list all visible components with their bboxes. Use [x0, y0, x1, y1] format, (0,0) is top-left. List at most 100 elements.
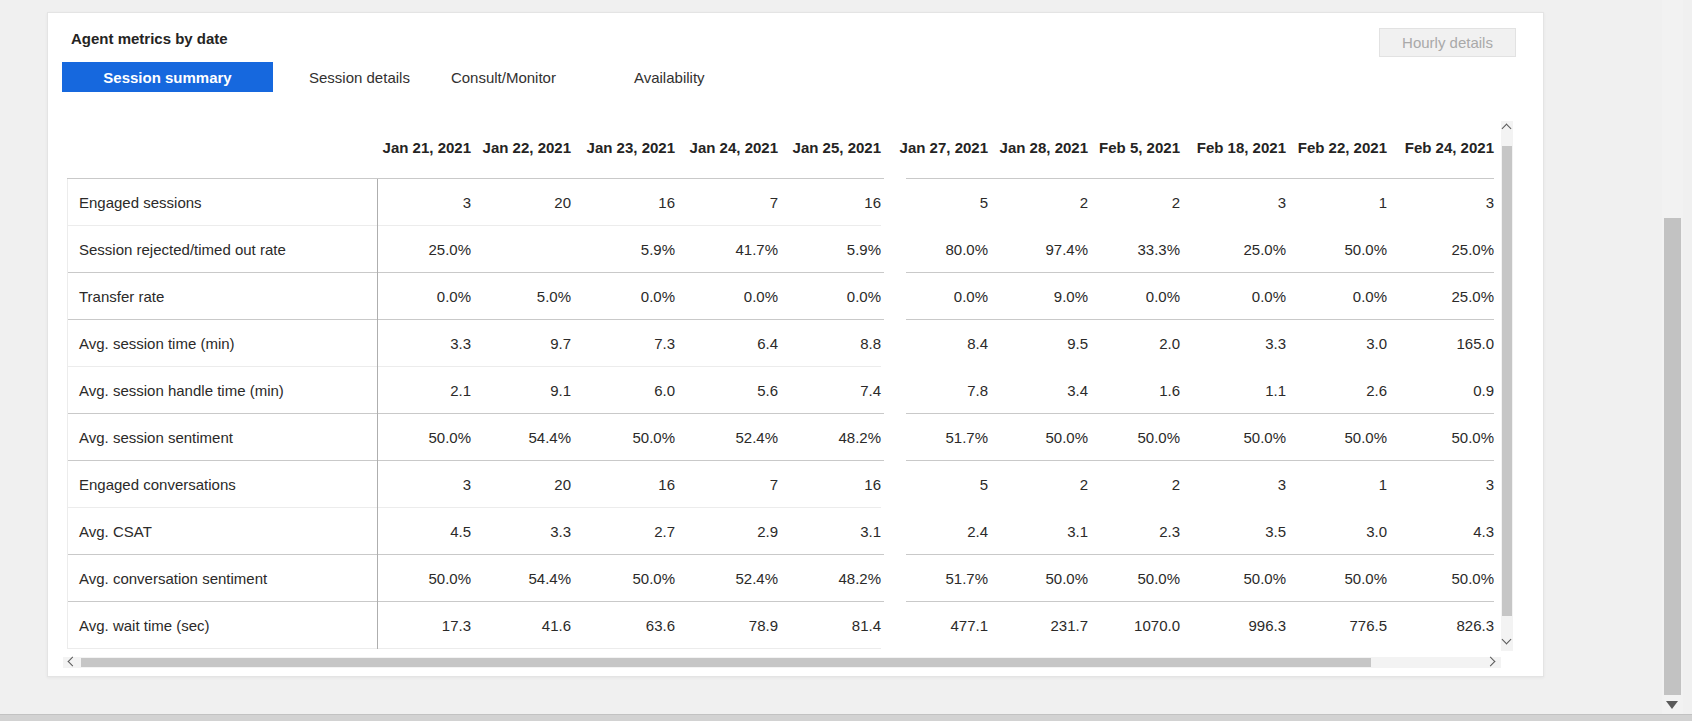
- metric-value-cell: 41.6: [471, 602, 571, 649]
- scroll-left-icon[interactable]: [68, 657, 78, 667]
- metric-value-cell: 776.5: [1286, 602, 1387, 649]
- metric-value-cell: 2.6: [1286, 367, 1387, 414]
- table-vertical-scrollbar[interactable]: [1501, 121, 1513, 651]
- metric-value-cell: 7.4: [778, 367, 881, 414]
- metric-label: Session rejected/timed out rate: [67, 226, 377, 273]
- metric-value-cell: 5.0%: [471, 273, 571, 320]
- metric-value-cell: 0.9: [1387, 367, 1494, 414]
- metric-label: Avg. session sentiment: [67, 414, 377, 461]
- metric-value-cell: 3.4: [988, 367, 1088, 414]
- tab-session-summary[interactable]: Session summary: [62, 62, 273, 92]
- metric-value-cell: [471, 226, 571, 273]
- metric-value-cell: 1: [1286, 461, 1387, 508]
- metric-label: Engaged conversations: [67, 461, 377, 508]
- metric-value-cell: 2: [1088, 179, 1180, 226]
- table-header-row: Jan 21, 2021Jan 22, 2021Jan 23, 2021Jan …: [67, 116, 1494, 179]
- metric-value-cell: 9.7: [471, 320, 571, 367]
- metric-value-cell: 97.4%: [988, 226, 1088, 273]
- metric-value-cell: 2.3: [1088, 508, 1180, 555]
- metric-value-cell: 50.0%: [1286, 414, 1387, 461]
- metric-value-cell: 5.9%: [778, 226, 881, 273]
- browser-vertical-scrollbar[interactable]: [1662, 0, 1683, 721]
- table-row: Avg. session time (min)3.39.77.36.48.88.…: [67, 320, 1494, 367]
- metric-value-cell: 3: [1387, 461, 1494, 508]
- table-left-border: [67, 179, 68, 649]
- date-column-header: Feb 24, 2021: [1387, 116, 1494, 179]
- metric-value-cell: 7: [675, 461, 778, 508]
- metric-value-cell: 25.0%: [1387, 226, 1494, 273]
- metric-value-cell: 7.3: [571, 320, 675, 367]
- table-row: Avg. conversation sentiment50.0%54.4%50.…: [67, 555, 1494, 602]
- scroll-up-icon[interactable]: [1502, 124, 1512, 134]
- metric-value-cell: 6.0: [571, 367, 675, 414]
- metric-value-cell: 1.1: [1180, 367, 1286, 414]
- metric-value-cell: 50.0%: [571, 414, 675, 461]
- horizontal-scrollbar-thumb[interactable]: [81, 658, 1371, 667]
- metric-value-cell: 50.0%: [571, 555, 675, 602]
- date-column-header: Jan 21, 2021: [377, 116, 471, 179]
- metric-value-cell: 165.0: [1387, 320, 1494, 367]
- vertical-scrollbar-thumb[interactable]: [1502, 146, 1512, 616]
- metric-value-cell: 0.0%: [377, 273, 471, 320]
- metric-value-cell: 25.0%: [1387, 273, 1494, 320]
- metric-value-cell: 20: [471, 461, 571, 508]
- tab-consult-monitor[interactable]: Consult/Monitor: [451, 62, 556, 92]
- metric-value-cell: 50.0%: [1387, 555, 1494, 602]
- tab-session-details[interactable]: Session details: [309, 62, 410, 92]
- date-column-header: Jan 27, 2021: [881, 116, 988, 179]
- metric-label: Transfer rate: [67, 273, 377, 320]
- tab-bar: Session summary Session details Consult/…: [62, 62, 705, 92]
- metric-value-cell: 3.3: [377, 320, 471, 367]
- browser-scrollbar-thumb[interactable]: [1664, 218, 1681, 695]
- scroll-down-icon[interactable]: [1502, 635, 1512, 645]
- metric-value-cell: 78.9: [675, 602, 778, 649]
- metric-value-cell: 5.9%: [571, 226, 675, 273]
- metric-value-cell: 52.4%: [675, 555, 778, 602]
- table-row: Session rejected/timed out rate 25.0% 5.9%…: [67, 226, 1494, 273]
- date-column-header: Jan 24, 2021: [675, 116, 778, 179]
- metric-value-cell: 996.3: [1180, 602, 1286, 649]
- browser-horizontal-scrollbar[interactable]: [0, 714, 1692, 721]
- metric-value-cell: 54.4%: [471, 414, 571, 461]
- metric-value-cell: 1070.0: [1088, 602, 1180, 649]
- metric-value-cell: 9.5: [988, 320, 1088, 367]
- date-column-header: Feb 18, 2021: [1180, 116, 1286, 179]
- metric-value-cell: 50.0%: [1387, 414, 1494, 461]
- browser-scroll-down-icon[interactable]: [1666, 701, 1678, 709]
- date-column-header: Feb 5, 2021: [1088, 116, 1180, 179]
- date-column-header: Jan 22, 2021: [471, 116, 571, 179]
- hourly-details-button[interactable]: Hourly details: [1379, 28, 1516, 57]
- metric-value-cell: 16: [778, 179, 881, 226]
- metric-value-cell: 63.6: [571, 602, 675, 649]
- metric-value-cell: 3.1: [778, 508, 881, 555]
- scroll-right-icon[interactable]: [1486, 657, 1496, 667]
- metric-value-cell: 3: [1387, 179, 1494, 226]
- metric-value-cell: 50.0%: [988, 414, 1088, 461]
- table-horizontal-scrollbar[interactable]: [63, 657, 1501, 668]
- table-row: Avg. session handle time (min)2.19.16.05…: [67, 367, 1494, 414]
- metric-value-cell: 1: [1286, 179, 1387, 226]
- metric-value-cell: 48.2%: [778, 555, 881, 602]
- page-title: Agent metrics by date: [71, 30, 228, 47]
- metric-value-cell: 0.0%: [1180, 273, 1286, 320]
- metric-value-cell: 9.0%: [988, 273, 1088, 320]
- metric-value-cell: 2.0: [1088, 320, 1180, 367]
- metric-value-cell: 2.7: [571, 508, 675, 555]
- metric-value-cell: 1.6: [1088, 367, 1180, 414]
- metric-value-cell: 16: [778, 461, 881, 508]
- metric-value-cell: 50.0%: [1088, 414, 1180, 461]
- metric-value-cell: 3.1: [988, 508, 1088, 555]
- agent-metrics-card: Agent metrics by date Hourly details Ses…: [47, 12, 1544, 677]
- metric-value-cell: 3.3: [471, 508, 571, 555]
- metric-value-cell: 2: [988, 179, 1088, 226]
- metric-label: Engaged sessions: [67, 179, 377, 226]
- metric-value-cell: 2.1: [377, 367, 471, 414]
- table-body: Engaged sessions32016716522313Session re…: [67, 179, 1494, 649]
- metric-value-cell: 3: [1180, 461, 1286, 508]
- metric-value-cell: 50.0%: [1286, 226, 1387, 273]
- tab-availability[interactable]: Availability: [634, 62, 705, 92]
- metric-value-cell: 6.4: [675, 320, 778, 367]
- metric-value-cell: 7: [675, 179, 778, 226]
- metric-value-cell: 81.4: [778, 602, 881, 649]
- metric-value-cell: 16: [571, 461, 675, 508]
